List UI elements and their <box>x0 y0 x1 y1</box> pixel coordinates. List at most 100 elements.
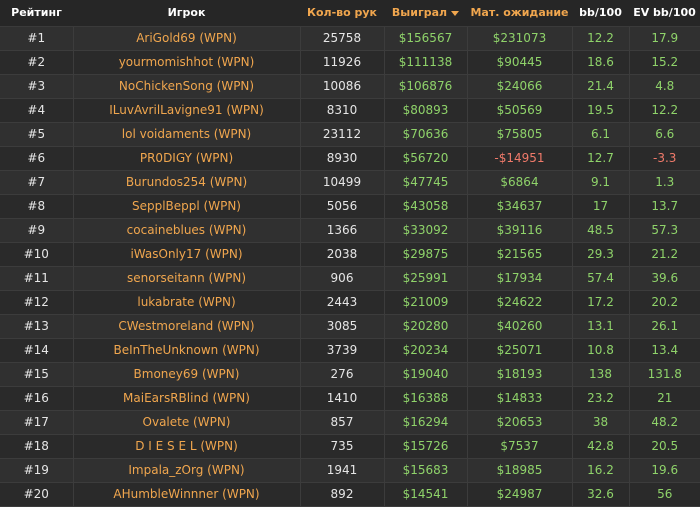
header-hands[interactable]: Кол-во рук <box>300 0 384 27</box>
cell-ev: $34637 <box>467 194 573 219</box>
header-rank[interactable]: Рейтинг <box>0 0 73 27</box>
cell-won: $156567 <box>384 26 468 51</box>
cell-bb100: 138 <box>572 362 630 387</box>
cell-bb100: 16.2 <box>572 458 630 483</box>
table-row[interactable]: #12 lukabrate (WPN) 2443 $21009 $24622 17.2 20… <box>0 290 700 315</box>
player-link[interactable]: iWasOnly17 (WPN) <box>73 242 301 267</box>
header-player[interactable]: Игрок <box>73 0 300 27</box>
table-row[interactable]: #11 senorseitann (WPN) 906 $25991 $17934 57.4… <box>0 266 700 291</box>
table-row[interactable]: #20 AHumbleWinnner (WPN) 892 $14541 $24987 32… <box>0 482 700 507</box>
player-link[interactable]: yourmomishhot (WPN) <box>73 50 301 75</box>
header-ev[interactable]: Мат. ожидание <box>467 0 572 27</box>
table-row[interactable]: #6 PR0DIGY (WPN) 8930 $56720 -$14951 12.7 -3.3 <box>0 146 700 171</box>
cell-won: $70636 <box>384 122 468 147</box>
cell-evbb100: 21.2 <box>629 242 700 267</box>
table-row[interactable]: #14 BeInTheUnknown (WPN) 3739 $20234 $25071 1… <box>0 338 700 363</box>
cell-evbb100: 15.2 <box>629 50 700 75</box>
player-link[interactable]: Burundos254 (WPN) <box>73 170 301 195</box>
cell-hands: 276 <box>300 362 385 387</box>
cell-ev: $14833 <box>467 386 573 411</box>
table-row[interactable]: #19 Impala_zOrg (WPN) 1941 $15683 $18985 16.2… <box>0 458 700 483</box>
cell-hands: 10086 <box>300 74 385 99</box>
cell-bb100: 6.1 <box>572 122 630 147</box>
player-link[interactable]: cocaineblues (WPN) <box>73 218 301 243</box>
table-row[interactable]: #2 yourmomishhot (WPN) 11926 $111138 $90445 1… <box>0 50 700 75</box>
table-row[interactable]: #7 Burundos254 (WPN) 10499 $47745 $6864 9.1 1.… <box>0 170 700 195</box>
table-row[interactable]: #16 MaiEarsRBlind (WPN) 1410 $16388 $14833 23… <box>0 386 700 411</box>
player-link[interactable]: senorseitann (WPN) <box>73 266 301 291</box>
cell-hands: 735 <box>300 434 385 459</box>
cell-won: $16294 <box>384 410 468 435</box>
player-link[interactable]: MaiEarsRBlind (WPN) <box>73 386 301 411</box>
player-link[interactable]: lol voidaments (WPN) <box>73 122 301 147</box>
player-link[interactable]: PR0DIGY (WPN) <box>73 146 301 171</box>
cell-bb100: 17.2 <box>572 290 630 315</box>
cell-bb100: 57.4 <box>572 266 630 291</box>
player-link[interactable]: D I E S E L (WPN) <box>73 434 301 459</box>
table-row[interactable]: #3 NoChickenSong (WPN) 10086 $106876 $24066 2… <box>0 74 700 99</box>
cell-won: $15683 <box>384 458 468 483</box>
cell-hands: 11926 <box>300 50 385 75</box>
table-row[interactable]: #17 Ovalete (WPN) 857 $16294 $20653 38 48.2 <box>0 410 700 435</box>
table-row[interactable]: #5 lol voidaments (WPN) 23112 $70636 $75805 6… <box>0 122 700 147</box>
cell-bb100: 48.5 <box>572 218 630 243</box>
player-link[interactable]: Ovalete (WPN) <box>73 410 301 435</box>
player-link[interactable]: Impala_zOrg (WPN) <box>73 458 301 483</box>
player-link[interactable]: Bmoney69 (WPN) <box>73 362 301 387</box>
cell-won: $21009 <box>384 290 468 315</box>
player-link[interactable]: ILuvAvrilLavigne91 (WPN) <box>73 98 301 123</box>
cell-won: $47745 <box>384 170 468 195</box>
player-link[interactable]: SepplBeppl (WPN) <box>73 194 301 219</box>
cell-won: $33092 <box>384 218 468 243</box>
cell-ev: $18985 <box>467 458 573 483</box>
cell-evbb100: 6.6 <box>629 122 700 147</box>
cell-hands: 906 <box>300 266 385 291</box>
cell-bb100: 23.2 <box>572 386 630 411</box>
cell-won: $20234 <box>384 338 468 363</box>
cell-ev: $25071 <box>467 338 573 363</box>
cell-hands: 1366 <box>300 218 385 243</box>
cell-won: $29875 <box>384 242 468 267</box>
cell-rank: #5 <box>0 122 74 147</box>
table-row[interactable]: #1 AriGold69 (WPN) 25758 $156567 $231073 12.2… <box>0 26 700 51</box>
cell-bb100: 12.2 <box>572 26 630 51</box>
cell-won: $15726 <box>384 434 468 459</box>
cell-evbb100: 48.2 <box>629 410 700 435</box>
table-row[interactable]: #9 cocaineblues (WPN) 1366 $33092 $39116 48.5… <box>0 218 700 243</box>
cell-bb100: 29.3 <box>572 242 630 267</box>
table-row[interactable]: #4 ILuvAvrilLavigne91 (WPN) 8310 $80893 $505… <box>0 98 700 123</box>
header-evbb100[interactable]: EV bb/100 <box>629 0 700 27</box>
player-link[interactable]: AHumbleWinnner (WPN) <box>73 482 301 507</box>
cell-rank: #2 <box>0 50 74 75</box>
cell-rank: #12 <box>0 290 74 315</box>
table-row[interactable]: #10 iWasOnly17 (WPN) 2038 $29875 $21565 29.3 2… <box>0 242 700 267</box>
header-won[interactable]: Выиграл <box>384 0 467 27</box>
table-row[interactable]: #13 CWestmoreland (WPN) 3085 $20280 $40260 13… <box>0 314 700 339</box>
player-link[interactable]: CWestmoreland (WPN) <box>73 314 301 339</box>
cell-hands: 23112 <box>300 122 385 147</box>
cell-bb100: 10.8 <box>572 338 630 363</box>
table-row[interactable]: #15 Bmoney69 (WPN) 276 $19040 $18193 138 131.8 <box>0 362 700 387</box>
header-bb100[interactable]: bb/100 <box>572 0 629 27</box>
player-link[interactable]: AriGold69 (WPN) <box>73 26 301 51</box>
cell-bb100: 19.5 <box>572 98 630 123</box>
cell-won: $106876 <box>384 74 468 99</box>
cell-hands: 3085 <box>300 314 385 339</box>
cell-evbb100: 19.6 <box>629 458 700 483</box>
player-link[interactable]: BeInTheUnknown (WPN) <box>73 338 301 363</box>
table-row[interactable]: #8 SepplBeppl (WPN) 5056 $43058 $34637 17 13.7 <box>0 194 700 219</box>
cell-evbb100: 4.8 <box>629 74 700 99</box>
cell-rank: #9 <box>0 218 74 243</box>
cell-evbb100: 17.9 <box>629 26 700 51</box>
cell-bb100: 17 <box>572 194 630 219</box>
cell-rank: #15 <box>0 362 74 387</box>
table-row[interactable]: #18 D I E S E L (WPN) 735 $15726 $7537 42.8 20… <box>0 434 700 459</box>
table-header: Рейтинг Игрок Кол-во рук Выиграл Мат. ож… <box>0 0 700 27</box>
cell-rank: #7 <box>0 170 74 195</box>
cell-hands: 1410 <box>300 386 385 411</box>
player-link[interactable]: NoChickenSong (WPN) <box>73 74 301 99</box>
sort-desc-icon <box>451 10 460 16</box>
cell-rank: #10 <box>0 242 74 267</box>
cell-bb100: 32.6 <box>572 482 630 507</box>
player-link[interactable]: lukabrate (WPN) <box>73 290 301 315</box>
